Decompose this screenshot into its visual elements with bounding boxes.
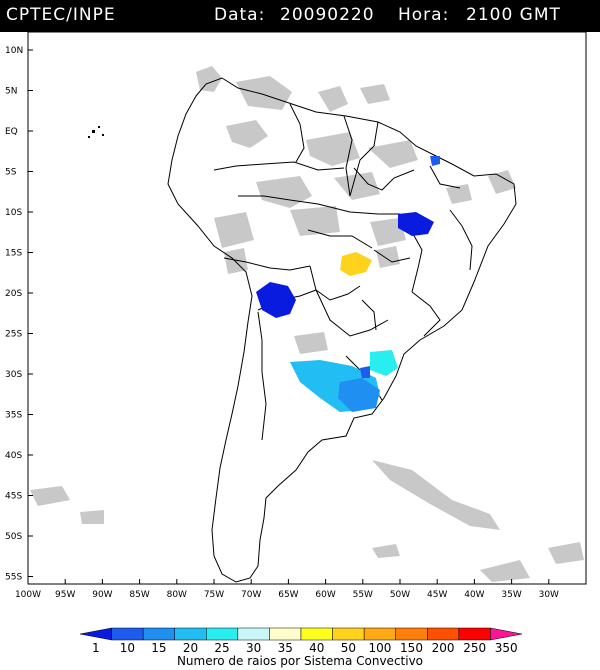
legend-swatch — [363, 627, 396, 641]
cloud-cover — [30, 66, 584, 582]
lon-tick-label: 30W — [539, 590, 559, 600]
legend-tick-label: 10 — [120, 641, 135, 655]
lat-tick-label: 55S — [5, 573, 22, 583]
lat-tick-label: 35S — [5, 411, 22, 421]
legend-swatch — [332, 627, 365, 641]
legend-tick-label: 350 — [495, 641, 518, 655]
legend-swatch — [237, 627, 270, 641]
lat-tick-label: 30S — [5, 370, 22, 380]
legend-tick-label: 25 — [214, 641, 229, 655]
legend-tick-label: 15 — [151, 641, 166, 655]
lon-tick-label: 60W — [315, 590, 335, 600]
legend-title: Numero de raios por Sistema Convectivo — [176, 654, 424, 668]
legend-swatch — [79, 627, 112, 641]
date-value: 20090220 — [280, 5, 375, 25]
longitude-axis: 100W 95W 90W 85W 80W 75W 70W 65W 60W 55W 50W 45W 40W… — [15, 579, 559, 600]
map-header: CPTEC/INPE Data: 20090220 Hora: 2100 GMT — [0, 0, 600, 32]
lat-tick-label: 20S — [5, 289, 22, 299]
latitude-axis: 10N 5N EQ 5S 10S 15S 20S 25S 30S 35S 40S 45S 50S 55S — [5, 46, 33, 583]
lon-tick-label: 90W — [92, 590, 112, 600]
legend-tick-label: 250 — [463, 641, 486, 655]
source-label: CPTEC/INPE — [6, 5, 116, 25]
legend-tick-label: 100 — [368, 641, 391, 655]
south-america-outline — [167, 77, 517, 583]
map-frame — [27, 31, 587, 585]
legend-swatch — [395, 627, 428, 641]
legend-tick-label: 35 — [278, 641, 293, 655]
legend-tick-label: 20 — [183, 641, 198, 655]
lon-tick-label: 75W — [204, 590, 224, 600]
lon-tick-label: 35W — [501, 590, 521, 600]
lon-tick-label: 85W — [129, 590, 149, 600]
legend-swatch — [427, 627, 460, 641]
lat-tick-label: 15S — [5, 249, 22, 259]
legend-swatch — [490, 627, 523, 641]
legend-swatch — [111, 627, 144, 641]
lat-tick-label: 50S — [5, 532, 22, 542]
lon-tick-label: 45W — [427, 590, 447, 600]
lon-tick-label: 100W — [15, 590, 41, 600]
legend-tick-label: 150 — [400, 641, 423, 655]
lat-tick-label: 10N — [5, 46, 23, 56]
lon-tick-label: 55W — [353, 590, 373, 600]
lat-tick-label: 10S — [5, 208, 22, 218]
lon-tick-label: 40W — [464, 590, 484, 600]
legend-swatch — [142, 627, 175, 641]
lat-tick-label: 5N — [5, 87, 17, 97]
legend-tick-label: 1 — [92, 641, 100, 655]
lon-tick-label: 65W — [278, 590, 298, 600]
legend-tick-label: 40 — [309, 641, 324, 655]
lon-tick-label: 50W — [390, 590, 410, 600]
legend-swatch — [206, 627, 239, 641]
lon-tick-label: 70W — [241, 590, 261, 600]
hour-value: 2100 GMT — [466, 5, 561, 25]
legend-tick-label: 30 — [246, 641, 261, 655]
lat-tick-label: 5S — [5, 168, 17, 178]
legend-swatch — [269, 627, 302, 641]
legend-tick-label: 200 — [432, 641, 455, 655]
hour-label: Hora: — [398, 5, 450, 25]
islands — [88, 126, 104, 138]
lat-tick-label: EQ — [5, 127, 18, 137]
lon-tick-label: 80W — [167, 590, 187, 600]
legend-tick-label: 50 — [341, 641, 356, 655]
legend-swatch — [458, 627, 491, 641]
lon-tick-label: 95W — [55, 590, 75, 600]
date-label: Data: — [214, 5, 266, 25]
lat-tick-label: 45S — [5, 492, 22, 502]
legend-swatch — [300, 627, 333, 641]
legend-colorbar: 1 10 15 20 25 30 35 40 50 100 150 200 250 350 — [79, 627, 523, 655]
legend-swatch — [174, 627, 207, 641]
convective-systems — [256, 156, 440, 412]
lat-tick-label: 25S — [5, 330, 22, 340]
lat-tick-label: 40S — [5, 451, 22, 461]
